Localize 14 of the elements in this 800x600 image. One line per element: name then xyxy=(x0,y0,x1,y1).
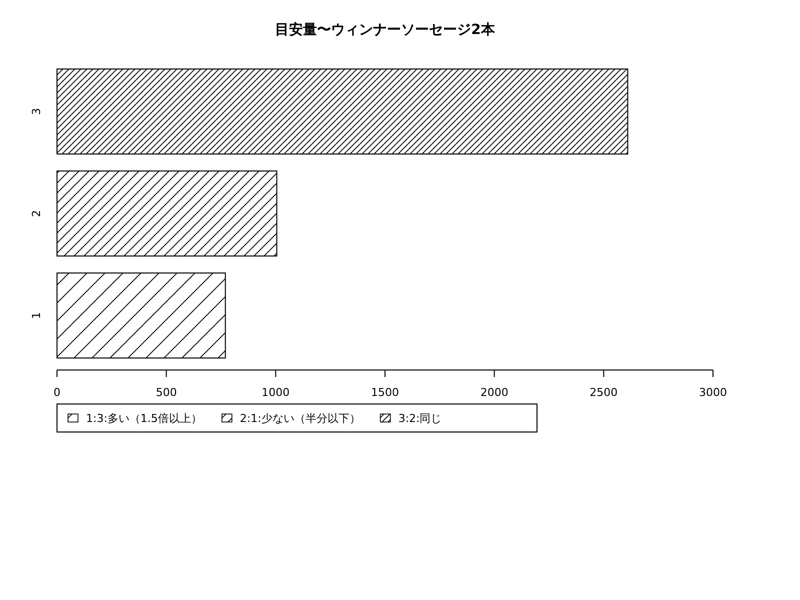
y-tick-label: 2 xyxy=(30,210,43,217)
legend-label: 1:3:多い（1.5倍以上） xyxy=(86,412,202,425)
y-tick-label: 3 xyxy=(30,108,43,115)
x-tick-label: 2000 xyxy=(480,386,508,399)
x-tick-label: 0 xyxy=(54,386,60,399)
x-tick-label: 1500 xyxy=(371,386,399,399)
x-tick-label: 500 xyxy=(156,386,177,399)
chart-title: 目安量〜ウィンナーソーセージ2本 xyxy=(275,21,496,38)
x-tick-label: 3000 xyxy=(699,386,727,399)
legend-label: 3:2:同じ xyxy=(398,412,442,425)
x-tick-label: 1000 xyxy=(262,386,290,399)
legend-label: 2:1:少ない（半分以下） xyxy=(240,412,360,425)
y-tick-label: 1 xyxy=(30,312,43,319)
x-tick-label: 2500 xyxy=(590,386,618,399)
